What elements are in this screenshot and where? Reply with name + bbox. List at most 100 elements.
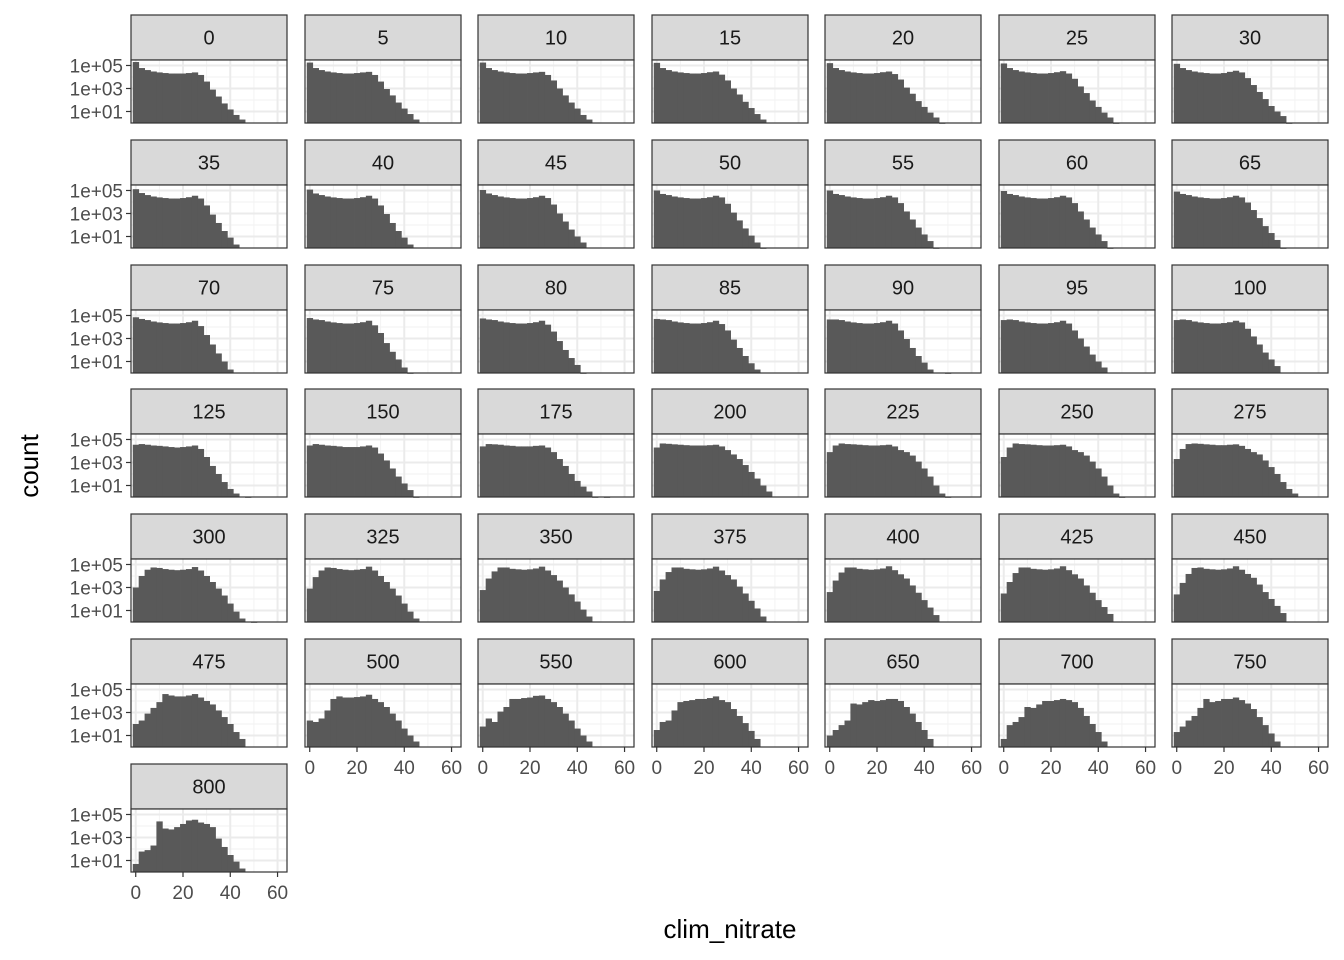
histogram-bar bbox=[718, 570, 726, 622]
facet-panel-80: 80 bbox=[477, 264, 635, 374]
histogram-bar bbox=[180, 447, 187, 497]
histogram-bar bbox=[736, 715, 743, 747]
histogram-bar bbox=[838, 572, 845, 622]
histogram-bar bbox=[874, 73, 881, 123]
facet-panel-750: 750 0 20 40 60 bbox=[1171, 638, 1329, 779]
histogram-bar bbox=[538, 71, 546, 123]
histogram-bar bbox=[724, 330, 731, 373]
histogram-bar bbox=[1053, 445, 1061, 497]
histogram-bar bbox=[191, 445, 199, 497]
histogram-bar bbox=[712, 71, 720, 123]
histogram-bar bbox=[832, 730, 839, 747]
histogram-bar bbox=[209, 704, 216, 747]
histogram-bar bbox=[521, 446, 528, 497]
histogram-bar bbox=[1071, 450, 1078, 497]
histogram-bar bbox=[132, 863, 140, 872]
histogram-bar bbox=[671, 444, 678, 497]
histogram-bar bbox=[221, 231, 228, 248]
histogram-bar bbox=[383, 582, 390, 622]
panel-border bbox=[998, 558, 1156, 623]
histogram-bar bbox=[832, 319, 839, 373]
histogram-bar bbox=[162, 323, 169, 373]
histogram-bar bbox=[365, 71, 373, 123]
histogram-bar bbox=[312, 193, 319, 248]
histogram-bar bbox=[1274, 741, 1281, 747]
histogram-bar bbox=[915, 592, 922, 622]
histogram-bar bbox=[1077, 338, 1084, 373]
histogram-bar bbox=[1215, 445, 1222, 497]
histogram-bar bbox=[689, 198, 696, 248]
histogram-bar bbox=[1030, 568, 1037, 622]
histogram-bar bbox=[736, 586, 743, 622]
histogram-bar bbox=[509, 73, 516, 123]
histogram-bar bbox=[306, 720, 314, 747]
histogram-bar bbox=[706, 322, 714, 373]
histogram-bar bbox=[556, 580, 563, 622]
histogram-bar bbox=[395, 720, 402, 747]
histogram-bar bbox=[354, 697, 361, 747]
histogram-bar bbox=[221, 103, 228, 123]
histogram-bar bbox=[1221, 73, 1228, 123]
histogram-bar bbox=[891, 197, 899, 248]
histogram-bar bbox=[383, 343, 390, 373]
histogram-bar bbox=[156, 322, 163, 373]
facet-strip bbox=[651, 264, 809, 311]
histogram-bar bbox=[550, 80, 557, 123]
histogram-bar bbox=[915, 101, 922, 123]
histogram-bar bbox=[574, 236, 581, 248]
histogram-bar bbox=[897, 79, 904, 123]
facet-strip-label: 400 bbox=[886, 527, 919, 549]
histogram-bar bbox=[1071, 203, 1078, 248]
histogram-bar bbox=[1095, 361, 1102, 373]
panel-border bbox=[651, 59, 809, 124]
histogram-bar bbox=[909, 455, 916, 497]
histogram-bar bbox=[1209, 198, 1216, 248]
histogram-bar bbox=[532, 197, 540, 248]
histogram-bar bbox=[568, 720, 575, 747]
histogram-bar bbox=[233, 611, 240, 622]
histogram-bar bbox=[191, 320, 199, 373]
histogram-bar bbox=[838, 70, 845, 123]
histogram-bar bbox=[1077, 452, 1084, 497]
histogram-bar bbox=[1053, 322, 1061, 373]
histogram-bar bbox=[174, 198, 181, 248]
facet-strip-label: 90 bbox=[892, 278, 914, 300]
histogram-bar bbox=[556, 213, 563, 248]
histogram-bar bbox=[1065, 700, 1073, 747]
histogram-bar bbox=[318, 195, 325, 248]
histogram-bar bbox=[856, 704, 863, 747]
histogram-bar bbox=[1048, 569, 1055, 622]
histogram-bar bbox=[1030, 198, 1037, 248]
histogram-bar bbox=[1053, 700, 1061, 747]
facet-strip bbox=[304, 139, 462, 186]
x-axis-title: clim_nitrate bbox=[664, 914, 797, 944]
histogram-bar bbox=[1197, 197, 1204, 248]
histogram-bar bbox=[324, 710, 331, 747]
histogram-bar bbox=[1179, 726, 1186, 747]
histogram-bar bbox=[532, 322, 540, 373]
histogram-bar bbox=[562, 713, 569, 747]
histogram-bar bbox=[868, 198, 875, 248]
histogram-bar bbox=[760, 485, 767, 497]
histogram-bar bbox=[838, 443, 845, 497]
histogram-bar bbox=[527, 73, 534, 123]
histogram-bar bbox=[1250, 709, 1257, 747]
histogram-bar bbox=[377, 453, 384, 497]
histogram-bar bbox=[1256, 717, 1263, 747]
histogram-bar bbox=[1012, 70, 1019, 123]
histogram-bar bbox=[174, 73, 181, 123]
histogram-bar bbox=[354, 447, 361, 497]
facet-strip-label: 75 bbox=[372, 278, 394, 300]
facet-strip bbox=[130, 388, 288, 435]
facet-panel-55: 55 bbox=[824, 139, 982, 249]
histogram-bar bbox=[185, 197, 193, 248]
facet-strip bbox=[1171, 513, 1329, 560]
histogram-bar bbox=[509, 198, 516, 248]
histogram-bar bbox=[138, 68, 145, 123]
facet-panel-550: 550 0 20 40 60 bbox=[477, 638, 635, 779]
facet-panel-50: 50 bbox=[651, 139, 809, 249]
y-tick-label: 1e+05 bbox=[70, 680, 123, 701]
histogram-bar bbox=[1250, 577, 1257, 622]
